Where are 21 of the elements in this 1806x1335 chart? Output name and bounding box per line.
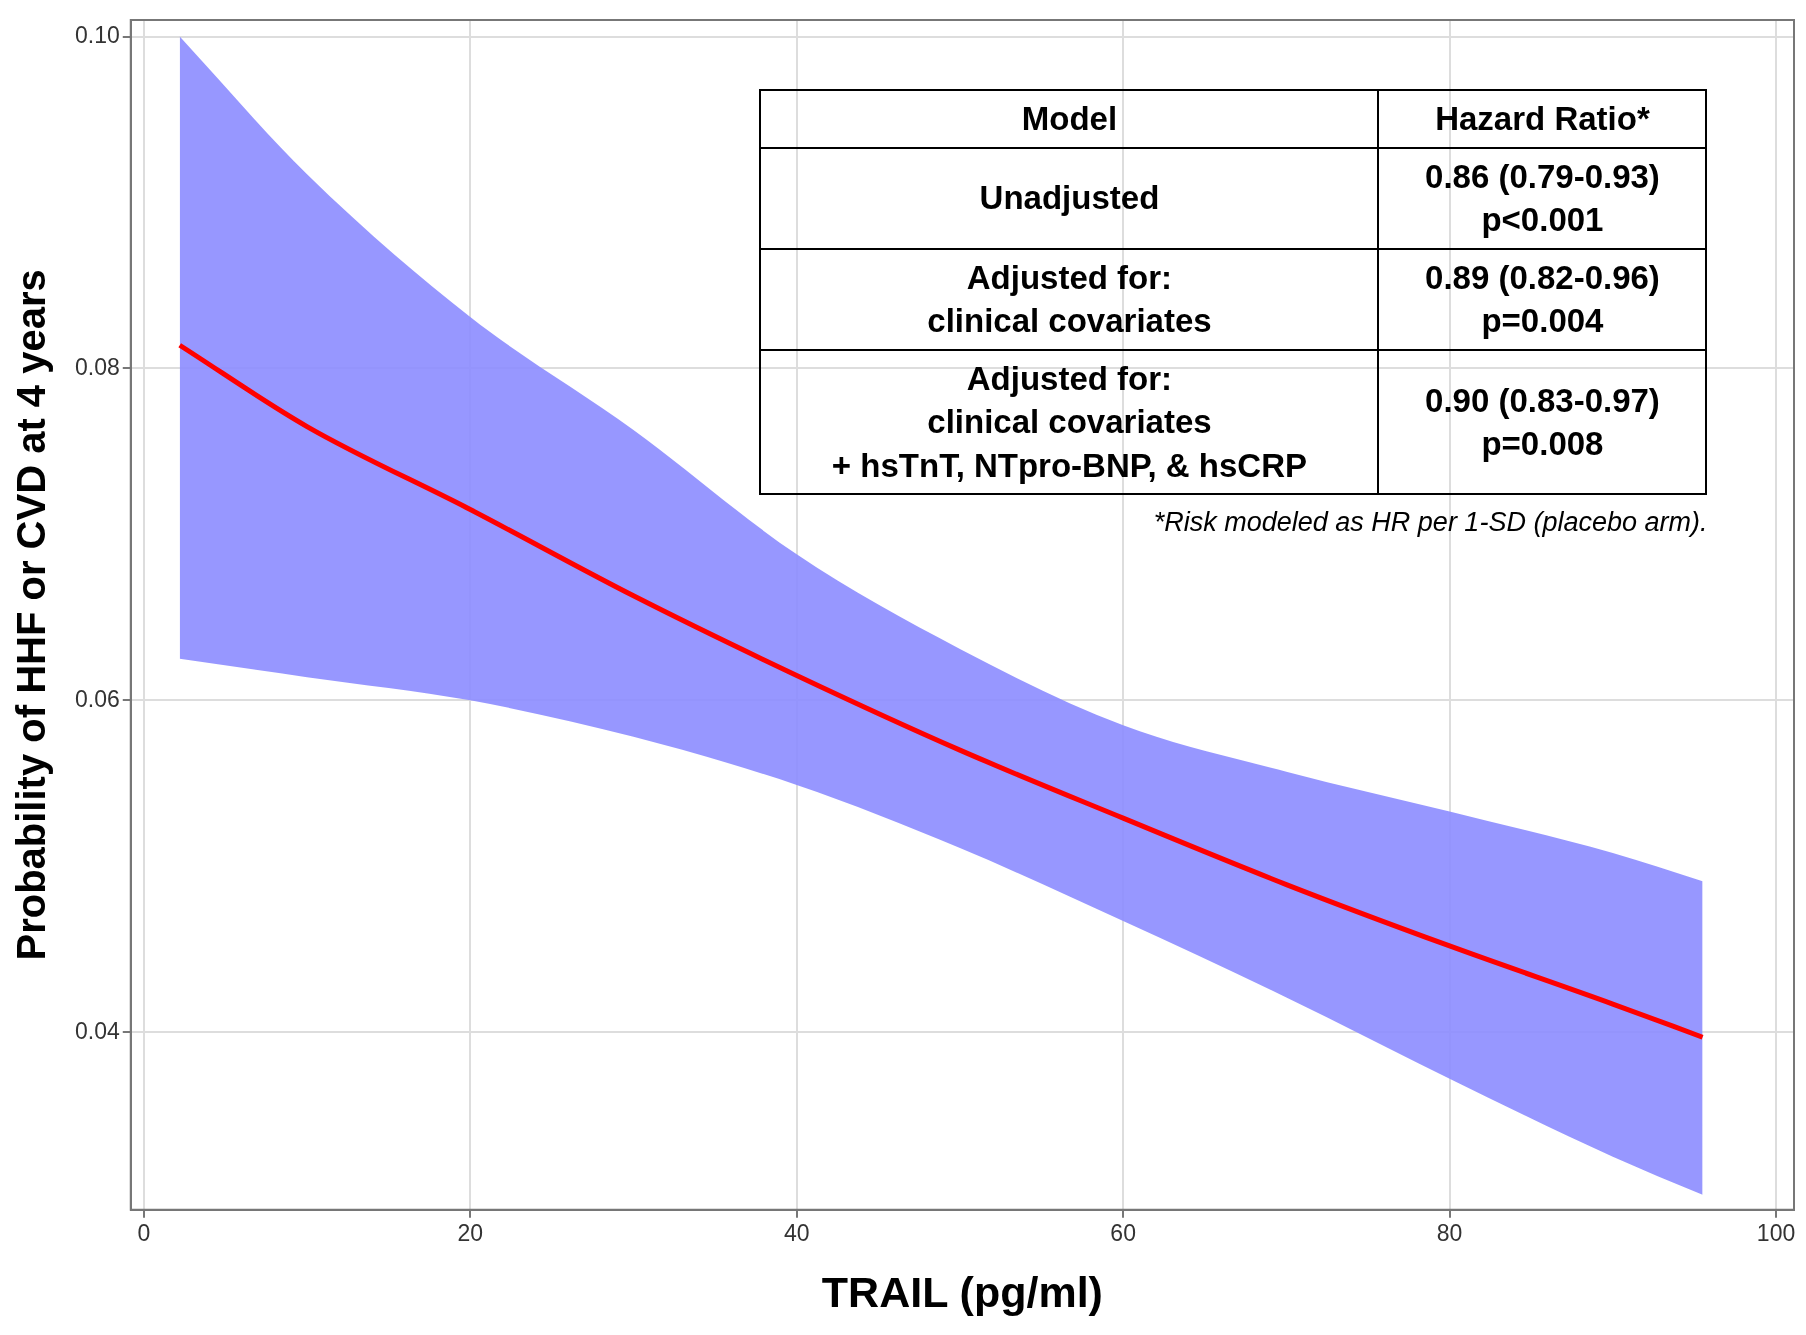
- y-tick-label: 0.04: [75, 1017, 120, 1044]
- y-tick-label: 0.06: [75, 685, 120, 712]
- y-tick-label: 0.08: [75, 353, 120, 380]
- annotation: Hazard Ratio*: [1378, 90, 1707, 148]
- annotation: Adjusted for: clinical covariates: [760, 248, 1379, 350]
- annotation: Model: [760, 90, 1379, 148]
- y-axis-title: Probability of HHF or CVD at 4 years: [9, 269, 54, 961]
- x-tick-label: 60: [1110, 1219, 1136, 1246]
- x-axis-title: TRAIL (pg/ml): [821, 1268, 1103, 1317]
- y-tick-label: 0.10: [75, 21, 120, 48]
- x-tick-label: 80: [1436, 1219, 1463, 1246]
- annotation: 0.86 (0.79-0.93) p<0.001: [1378, 147, 1707, 249]
- x-tick-label: 0: [137, 1219, 151, 1246]
- annotation: 0.90 (0.83-0.97) p=0.008: [1378, 349, 1707, 495]
- x-tick-label: 20: [457, 1219, 484, 1246]
- x-tick-label: 40: [783, 1219, 810, 1246]
- annotation: *Risk modeled as HR per 1-SD (placebo arm).: [1153, 507, 1708, 539]
- annotation: Adjusted for: clinical covariates + hsTnT, NTpro-BNP, & hsCRP: [760, 349, 1379, 495]
- x-tick-label: 100: [1756, 1219, 1796, 1246]
- annotation: Unadjusted: [760, 147, 1379, 249]
- annotation: 0.89 (0.82-0.96) p=0.004: [1378, 248, 1707, 350]
